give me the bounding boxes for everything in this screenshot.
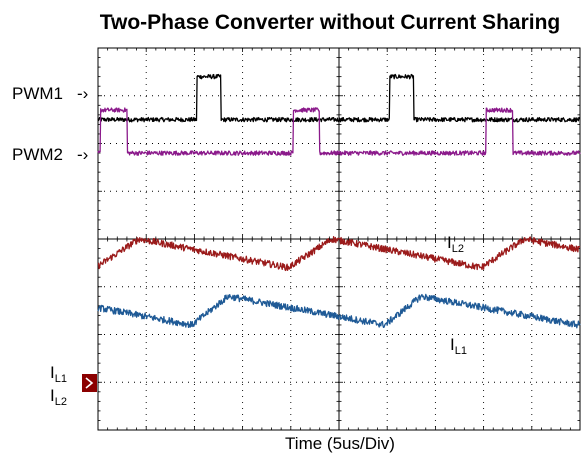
il2-trace-label: IL2 bbox=[447, 233, 464, 255]
ground-marker-arrow-icon bbox=[85, 377, 94, 389]
pwm2-label: PWM2 bbox=[12, 145, 63, 164]
pwm1-arrow-icon: -› bbox=[77, 84, 88, 103]
il1-left-label: IL1 bbox=[50, 363, 67, 385]
pwm1-label: PWM1 bbox=[12, 84, 63, 103]
il2-left-label: IL2 bbox=[50, 386, 67, 408]
chart-title: Two-Phase Converter without Current Shar… bbox=[99, 11, 561, 34]
ground-marker-icon bbox=[82, 374, 97, 392]
pwm2-arrow-icon: -› bbox=[77, 145, 88, 164]
x-axis-label: Time (5us/Div) bbox=[285, 434, 395, 453]
pwm1-trace bbox=[97, 73, 581, 123]
il2-trace bbox=[97, 236, 581, 272]
il1-trace bbox=[97, 293, 581, 329]
il1-trace-label: IL1 bbox=[450, 335, 467, 357]
pwm2-trace bbox=[97, 107, 581, 156]
traces bbox=[97, 73, 581, 329]
